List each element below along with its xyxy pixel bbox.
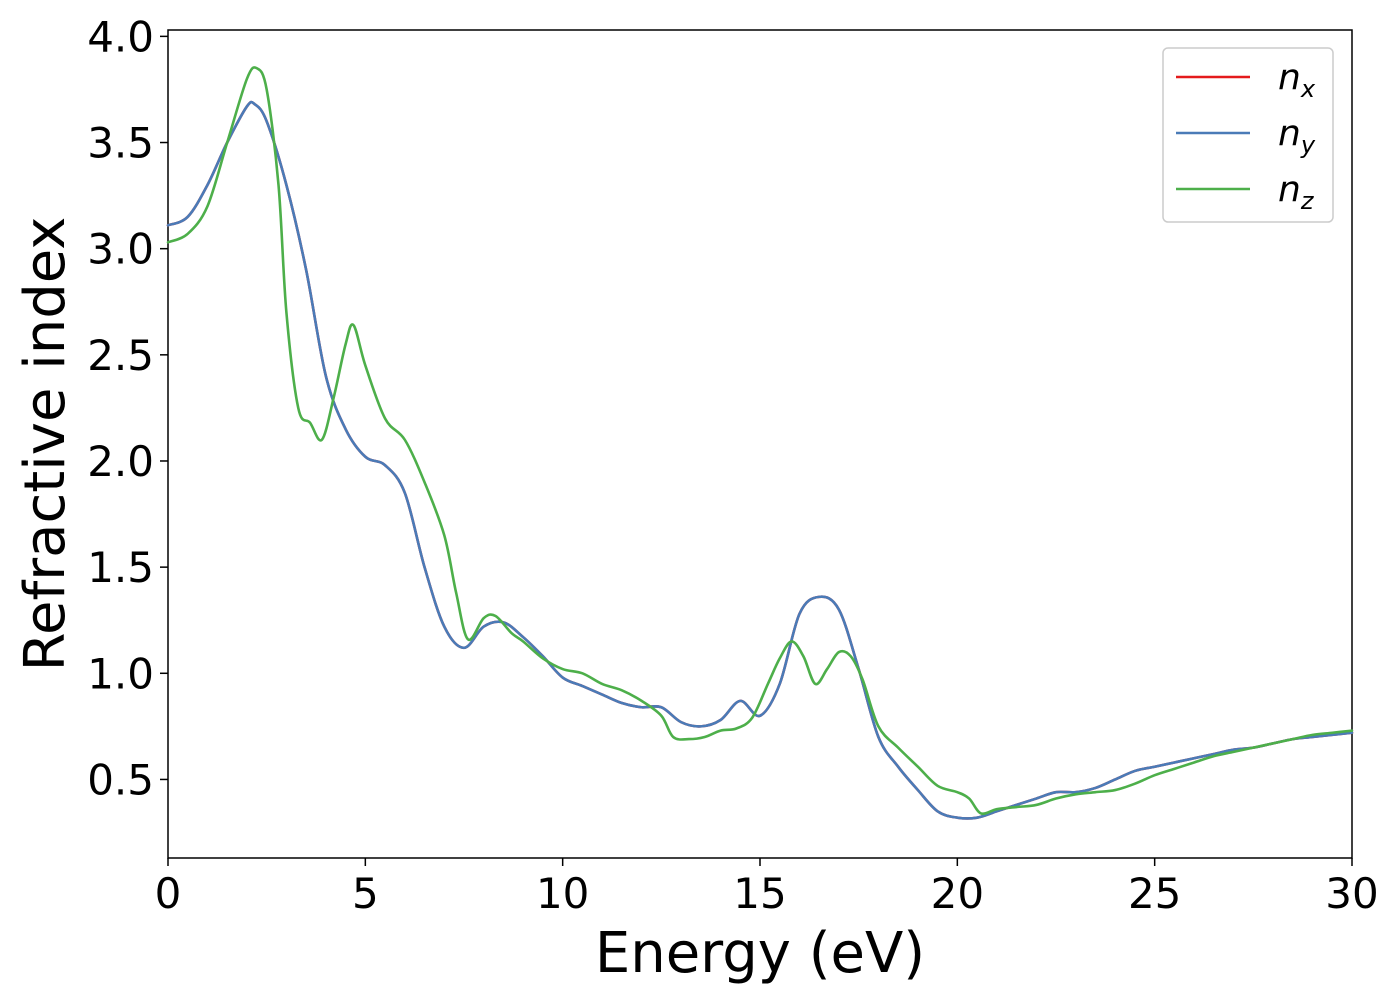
- x-tick-label: 30: [1325, 869, 1378, 918]
- y-axis-ticks: 0.5 1.0 1.5 2.0 2.5 3.0 3.5 4.0: [87, 12, 168, 804]
- legend-box: [1162, 47, 1334, 223]
- series-layer: [166, 66, 1354, 820]
- legend-label-n-y: ny: [1278, 113, 1316, 159]
- x-tick-label: 0: [155, 869, 182, 918]
- x-tick-label: 20: [931, 869, 984, 918]
- x-tick-label: 25: [1128, 869, 1181, 918]
- y-axis-title: Refractive index: [13, 217, 78, 672]
- legend: nx ny nz: [1162, 47, 1334, 223]
- x-axis-ticks: 0 5 10 15 20 25 30: [155, 858, 1379, 918]
- y-tick-label: 2.5: [87, 331, 154, 380]
- x-tick-label: 10: [536, 869, 589, 918]
- x-tick-label: 5: [352, 869, 379, 918]
- legend-label-n-x: nx: [1278, 57, 1316, 103]
- series-line-n-y: [166, 100, 1354, 820]
- y-tick-label: 3.5: [87, 119, 154, 168]
- y-tick-label: 0.5: [87, 755, 154, 804]
- y-tick-label: 1.0: [87, 649, 154, 698]
- series-line-n-z: [166, 66, 1354, 816]
- y-tick-label: 1.5: [87, 543, 154, 592]
- x-axis-title: Energy (eV): [595, 921, 925, 986]
- y-tick-label: 2.0: [87, 437, 154, 486]
- legend-label-n-z: nz: [1278, 169, 1315, 215]
- x-tick-label: 15: [733, 869, 786, 918]
- y-tick-label: 4.0: [87, 12, 154, 61]
- y-tick-label: 3.0: [87, 225, 154, 274]
